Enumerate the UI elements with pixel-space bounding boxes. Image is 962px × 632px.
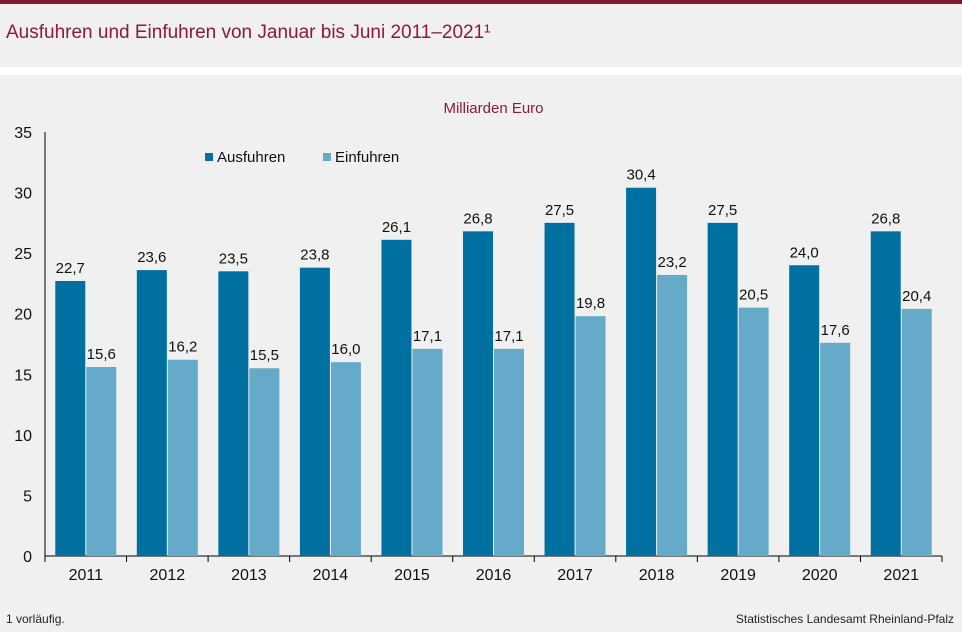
y-tick-label: 20 — [14, 307, 32, 324]
top-accent-bar — [0, 0, 962, 4]
bar-ausfuhren — [136, 270, 167, 556]
bar-ausfuhren — [218, 271, 249, 556]
y-tick-label: 0 — [23, 549, 32, 566]
legend-swatch-einfuhren — [323, 153, 331, 161]
data-label-einfuhren: 23,2 — [657, 254, 686, 271]
bar-einfuhren — [820, 342, 851, 556]
bar-einfuhren — [901, 308, 932, 556]
bar-ausfuhren — [55, 281, 86, 556]
data-label-ausfuhren: 24,0 — [790, 244, 819, 261]
x-tick-label: 2013 — [231, 567, 267, 584]
data-label-ausfuhren: 26,1 — [382, 219, 411, 236]
data-label-einfuhren: 20,4 — [902, 288, 931, 305]
data-label-ausfuhren: 22,7 — [56, 260, 85, 277]
data-label-einfuhren: 19,8 — [576, 295, 605, 312]
data-label-einfuhren: 15,5 — [250, 347, 279, 364]
y-tick-label: 15 — [14, 367, 32, 384]
source-note: Statistisches Landesamt Rheinland-Pfalz — [735, 612, 954, 626]
data-label-ausfuhren: 27,5 — [545, 202, 574, 219]
y-tick-label: 25 — [14, 246, 32, 263]
data-label-einfuhren: 17,1 — [494, 328, 523, 345]
bar-einfuhren — [657, 274, 688, 556]
x-tick-label: 2017 — [557, 567, 593, 584]
x-tick-label: 2011 — [69, 567, 104, 584]
data-label-einfuhren: 16,2 — [168, 339, 197, 356]
y-tick-label: 35 — [14, 125, 32, 142]
bar-ausfuhren — [463, 231, 493, 556]
data-label-ausfuhren: 23,6 — [137, 249, 166, 266]
unit-label: Milliarden Euro — [443, 100, 543, 117]
x-tick-label: 2020 — [802, 567, 838, 584]
legend-swatch-ausfuhren — [205, 153, 213, 161]
bar-ausfuhren — [870, 231, 901, 556]
x-tick-label: 2019 — [720, 567, 756, 584]
bar-einfuhren — [412, 348, 443, 556]
data-label-einfuhren: 16,0 — [331, 341, 360, 358]
page-title: Ausfuhren und Einfuhren von Januar bis J… — [6, 22, 491, 43]
x-tick-label: 2016 — [476, 567, 512, 584]
bar-ausfuhren — [626, 187, 657, 556]
data-label-ausfuhren: 30,4 — [626, 167, 655, 184]
header-divider — [0, 67, 962, 75]
x-tick-label: 2018 — [639, 567, 675, 584]
x-tick-label: 2015 — [394, 567, 430, 584]
bar-einfuhren — [167, 359, 198, 556]
y-tick-label: 5 — [23, 488, 32, 505]
data-label-ausfuhren: 26,8 — [463, 210, 492, 227]
bar-einfuhren — [738, 307, 769, 556]
data-label-einfuhren: 17,6 — [821, 322, 850, 339]
y-tick-label: 30 — [14, 186, 32, 203]
chart-panel: Milliarden Euro 0 5 10 15 20 25 30 35 2011 2012 201… — [0, 75, 962, 602]
x-tick-label: 2014 — [313, 567, 349, 584]
x-tick-label: 2021 — [883, 567, 919, 584]
footnote: 1 vorläufig. — [6, 612, 65, 626]
bar-ausfuhren — [544, 222, 575, 556]
bar-ausfuhren — [789, 265, 820, 556]
data-label-ausfuhren: 23,5 — [219, 250, 248, 267]
data-label-einfuhren: 20,5 — [739, 287, 768, 304]
bar-einfuhren — [575, 316, 606, 556]
bar-ausfuhren — [707, 222, 738, 556]
data-label-ausfuhren: 23,8 — [300, 247, 329, 264]
bar-einfuhren — [330, 362, 361, 556]
y-tick-label: 10 — [14, 428, 32, 445]
legend-label-ausfuhren: Ausfuhren — [217, 149, 285, 166]
bar-ausfuhren — [299, 267, 330, 556]
bar-einfuhren — [86, 367, 117, 556]
x-tick-label: 2012 — [150, 567, 186, 584]
data-label-einfuhren: 15,6 — [87, 346, 116, 363]
legend-label-einfuhren: Einfuhren — [335, 149, 399, 166]
data-label-einfuhren: 17,1 — [413, 328, 442, 345]
data-label-ausfuhren: 26,8 — [871, 210, 900, 227]
bar-einfuhren — [494, 348, 524, 556]
data-label-ausfuhren: 27,5 — [708, 202, 737, 219]
bar-einfuhren — [249, 368, 280, 556]
bar-chart: Milliarden Euro 0 5 10 15 20 25 30 35 2011 2012 201… — [14, 100, 943, 584]
bar-ausfuhren — [381, 239, 412, 556]
